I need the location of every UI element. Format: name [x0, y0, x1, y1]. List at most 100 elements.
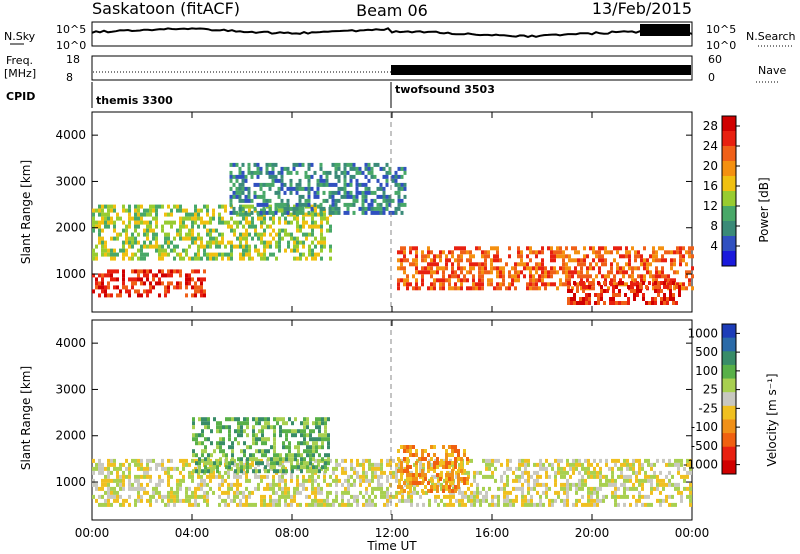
power-data-cell	[655, 278, 658, 283]
power-data-cell	[568, 254, 571, 259]
velocity-data-cell	[309, 457, 312, 462]
velocity-data-cell	[293, 494, 296, 499]
velocity-data-cell	[326, 502, 329, 507]
power-data-cell	[155, 224, 158, 229]
power-data-cell	[547, 274, 550, 279]
velocity-data-cell	[506, 494, 509, 499]
power-data-cell	[308, 248, 311, 253]
power-data-cell	[188, 212, 191, 217]
velocity-data-cell	[296, 478, 299, 483]
power-data-cell	[397, 250, 400, 255]
velocity-data-cell	[599, 498, 602, 503]
velocity-data-cell	[500, 474, 503, 479]
velocity-data-cell	[284, 502, 287, 507]
power-data-cell	[349, 166, 353, 171]
power-data-cell	[320, 216, 323, 221]
velocity-data-cell	[113, 466, 116, 471]
power-data-cell	[600, 297, 603, 301]
power-data-cell	[439, 254, 442, 259]
power-data-cell	[334, 162, 338, 167]
velocity-data-cell	[542, 502, 545, 507]
velocity-data-cell	[197, 494, 200, 499]
velocity-data-cell	[506, 482, 509, 487]
power-data-cell	[415, 286, 418, 291]
velocity-data-cell	[255, 421, 258, 426]
velocity-data-cell	[409, 449, 412, 453]
power-data-cell	[277, 186, 281, 191]
power-data-cell	[176, 204, 179, 209]
velocity-data-cell	[273, 417, 276, 422]
power-data-cell	[295, 170, 299, 175]
power-data-cell	[484, 262, 487, 267]
power-data-cell	[170, 281, 173, 286]
power-data-cell	[400, 202, 404, 207]
velocity-data-cell	[263, 474, 266, 479]
velocity-data-cell	[344, 466, 347, 471]
velocity-data-cell	[611, 490, 614, 495]
velocity-data-cell	[113, 490, 116, 495]
velocity-data-cell	[566, 470, 569, 475]
velocity-data-cell	[237, 417, 240, 422]
power-data-cell	[221, 232, 224, 237]
power-data-cell	[526, 254, 529, 259]
power-data-cell	[257, 252, 260, 257]
velocity-data-cell	[296, 462, 299, 467]
velocity-data-cell	[653, 470, 656, 475]
power-data-cell	[615, 301, 618, 305]
velocity-data-cell	[278, 474, 281, 479]
power-data-cell	[173, 244, 176, 249]
velocity-data-cell	[578, 498, 581, 503]
power-data-cell	[640, 274, 643, 279]
power-data-cell	[565, 266, 568, 271]
velocity-data-cell	[436, 485, 439, 489]
power-data-cell	[140, 212, 143, 217]
power-data-cell	[241, 190, 245, 195]
velocity-data-cell	[542, 466, 545, 471]
velocity-data-cell	[566, 482, 569, 487]
velocity-data-cell	[680, 458, 683, 463]
velocity-data-cell	[614, 502, 617, 507]
power-data-cell	[271, 210, 275, 215]
velocity-data-cell	[415, 461, 418, 465]
velocity-data-cell	[566, 494, 569, 499]
velocity-data-cell	[294, 465, 297, 470]
power-data-cell	[666, 297, 669, 301]
power-data-cell	[221, 240, 224, 245]
power-data-cell	[173, 256, 176, 261]
velocity-data-cell	[314, 486, 317, 491]
power-data-cell	[146, 289, 149, 294]
power-data-cell	[544, 274, 547, 279]
velocity-data-cell	[122, 502, 125, 507]
power-data-cell	[158, 248, 161, 253]
velocity-data-cell	[436, 465, 439, 469]
power-data-cell	[170, 240, 173, 245]
power-data-cell	[113, 224, 116, 229]
power-data-cell	[146, 277, 149, 282]
power-data-cell	[320, 256, 323, 261]
velocity-data-cell	[653, 462, 656, 467]
velocity-data-cell	[182, 478, 185, 483]
velocity-data-cell	[542, 482, 545, 487]
velocity-data-cell	[632, 482, 635, 487]
velocity-data-cell	[317, 498, 320, 503]
velocity-data-cell	[222, 437, 225, 442]
power-data-cell	[215, 228, 218, 233]
freq-label: Freq.	[6, 54, 33, 67]
velocity-data-cell	[605, 474, 608, 479]
power-data-cell	[672, 281, 675, 285]
velocity-data-cell	[213, 449, 216, 454]
velocity-data-cell	[236, 482, 239, 487]
velocity-data-cell	[638, 462, 641, 467]
velocity-data-cell	[251, 462, 254, 467]
velocity-data-cell	[418, 481, 421, 485]
velocity-data-cell	[560, 486, 563, 491]
power-data-cell	[232, 210, 236, 215]
power-data-cell	[101, 220, 104, 225]
velocity-data-cell	[424, 473, 427, 477]
velocity-data-cell	[665, 498, 668, 503]
velocity-data-cell	[281, 490, 284, 495]
power-data-cell	[245, 236, 248, 241]
power-data-cell	[194, 285, 197, 290]
velocity-data-cell	[176, 466, 179, 471]
power-data-cell	[247, 194, 251, 199]
